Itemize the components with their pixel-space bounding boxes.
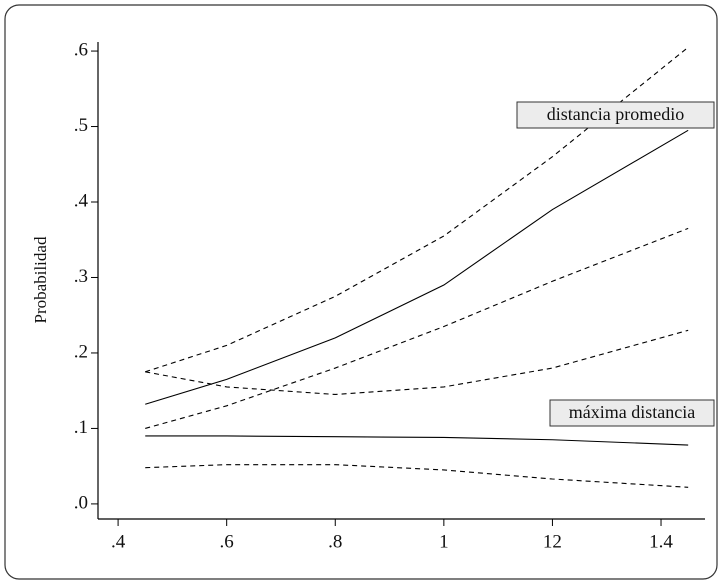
x-tick-label: 1.4: [649, 531, 673, 552]
y-tick-label: .4: [74, 190, 89, 211]
x-tick-label: 12: [543, 531, 562, 552]
line-series: [145, 329, 689, 396]
y-tick-label: .6: [74, 39, 88, 60]
y-tick-label: .1: [74, 417, 88, 438]
frame: [4, 4, 718, 580]
annotation: máxima distancia: [569, 402, 695, 422]
x-tick-label: .8: [328, 531, 342, 552]
annotation-box: [516, 101, 715, 129]
x-tick-label: 1: [439, 531, 449, 552]
line-series: [145, 129, 689, 405]
y-tick-label: .5: [74, 115, 88, 136]
y-tick-label: .0: [74, 492, 88, 513]
x-tick-label: .6: [220, 531, 234, 552]
x-tick-label: .4: [111, 531, 126, 552]
line-series: [145, 464, 689, 488]
annotation-box: [549, 399, 715, 427]
line-series: [145, 435, 689, 446]
y-tick-label: .2: [74, 341, 88, 362]
y-axis-label: Probabilidad: [31, 236, 50, 323]
y-tick-label: .3: [74, 266, 88, 287]
annotation: distancia promedio: [547, 104, 684, 124]
